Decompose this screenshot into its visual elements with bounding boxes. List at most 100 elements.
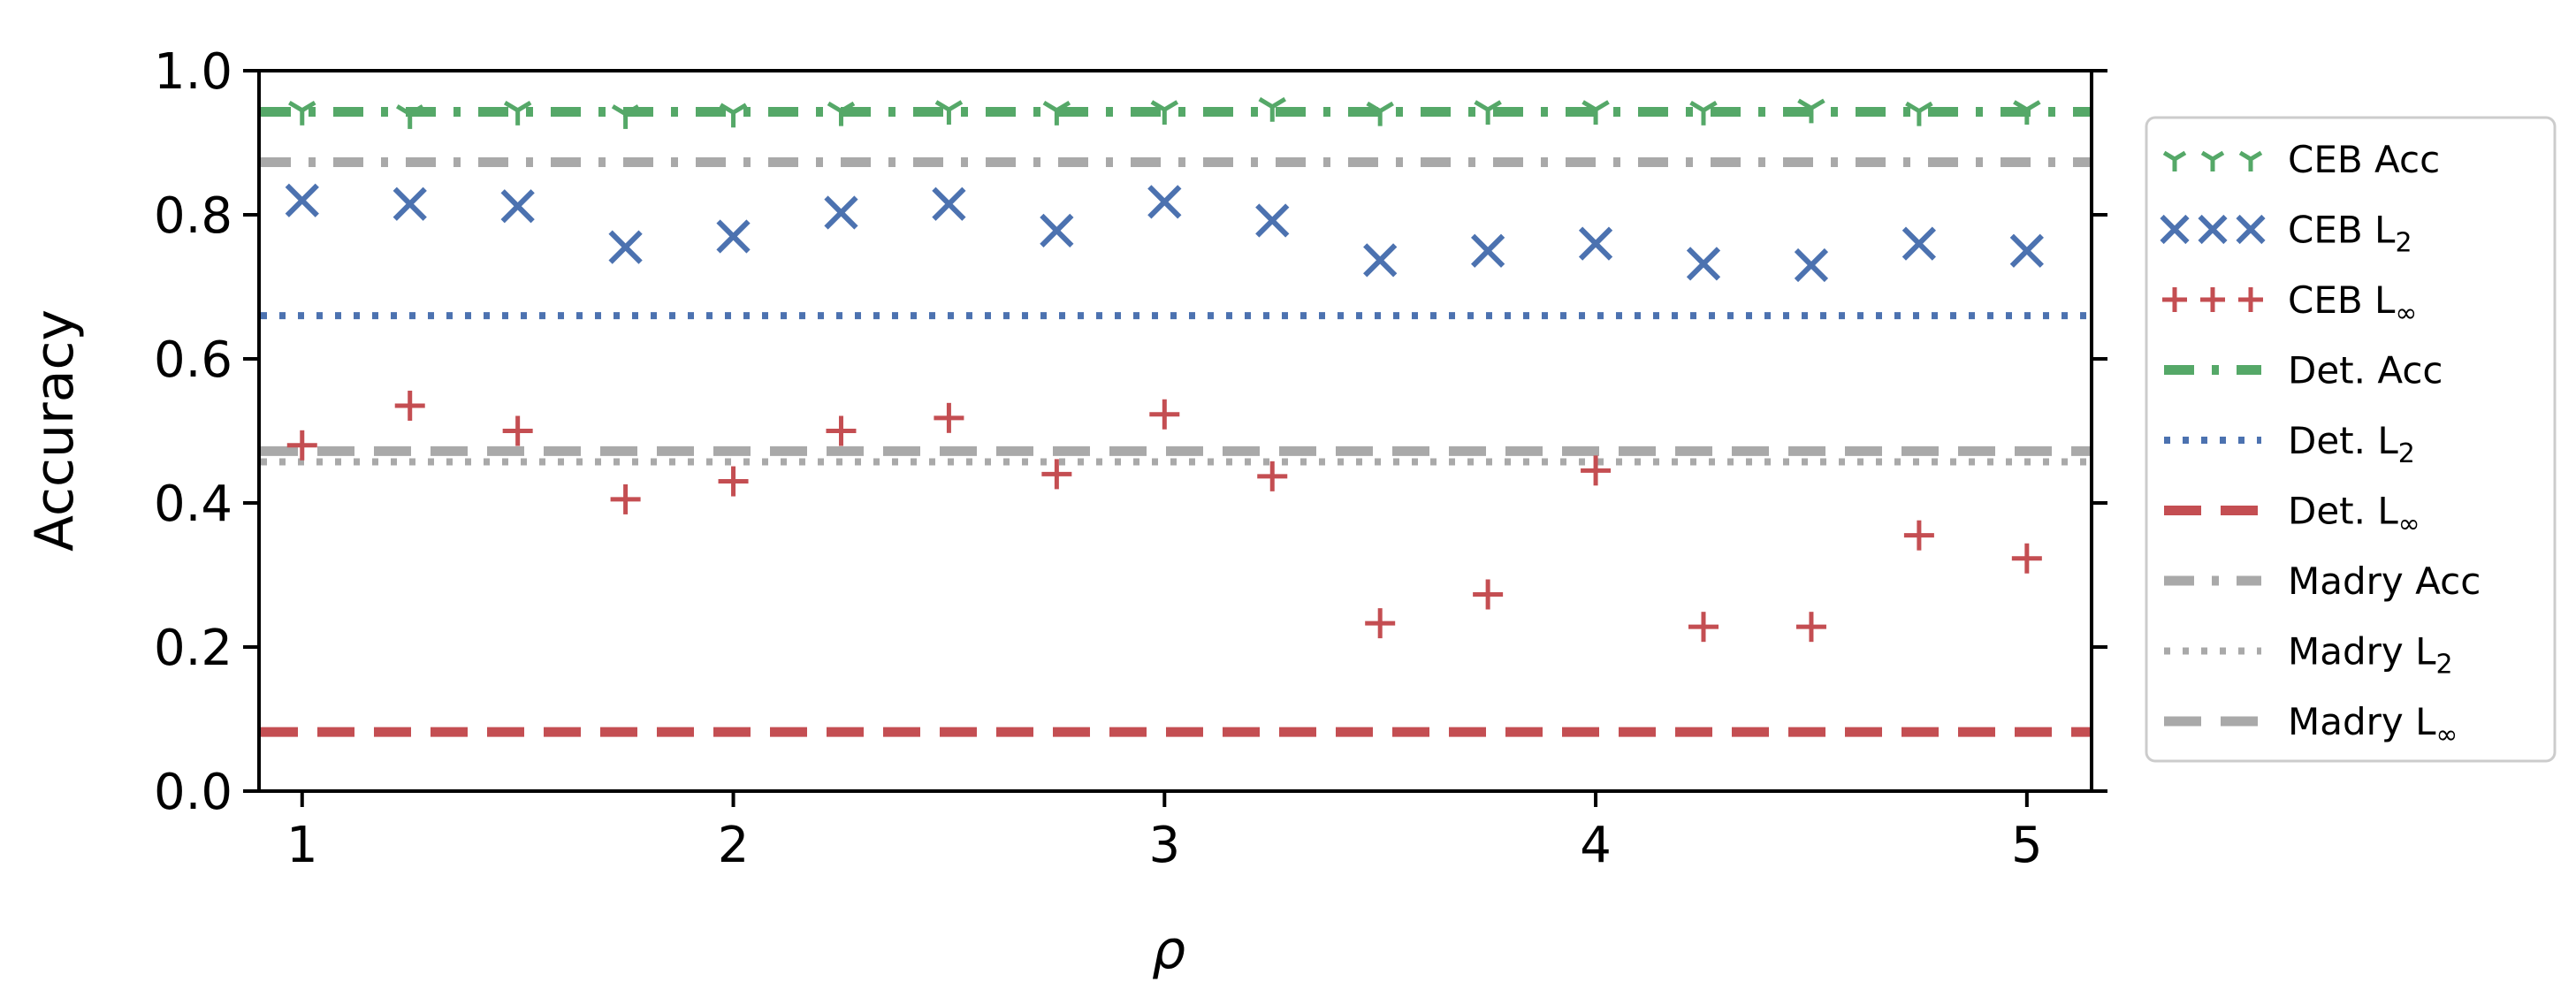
legend-item-ceb-acc-marker-0 [2162,150,2187,171]
points-ceb-l2-point-6-b [932,187,966,221]
points-ceb-l2-point-3 [608,230,643,264]
points-ceb-acc-point-8-arm-right [1163,100,1179,112]
points-ceb-l2-point-4-b [716,219,751,254]
y-axis-label: Accuracy [24,309,86,552]
points-ceb-l2-point-15-b [1902,226,1937,261]
points-ceb-acc-point-16-arm-right [2025,100,2041,112]
points-ceb-acc-point-0-arm-right [301,101,316,112]
points-ceb-l--point-0 [286,430,317,461]
plot-area: 0.0 0.2 0.4 0.6 0.8 1.0 1 2 3 4 5 [154,43,2107,874]
points-ceb-l2-point-3-b [608,230,643,264]
points-ceb-acc-point-11-arm-right [1486,100,1502,112]
points-ceb-acc-point-7-arm-left [1042,101,1058,112]
x-tick-label-3: 4 [1580,817,1612,874]
points-ceb-acc-point-2-arm-right [516,101,532,112]
points-ceb-l--point-3 [610,483,641,514]
points-ceb-l--point-8 [1149,399,1180,430]
points-ceb-acc-point-9-arm-left [1258,96,1274,109]
points-ceb-l2-point-2 [500,189,535,224]
points-ceb-acc-point-1 [395,104,424,129]
legend-item-ceb-acc-marker-0-arm-left [2162,150,2176,162]
points-ceb-acc-point-11 [1474,100,1502,126]
points-ceb-l2-point-12 [1578,226,1613,261]
legend-item-madry-l--label: Madry L∞ [2288,700,2458,750]
points-ceb-acc-point-5 [827,101,856,126]
points-ceb-l2-point-11 [1471,233,1505,268]
points-ceb-l2-point-16 [2009,233,2044,268]
points-ceb-acc-point-14 [1797,98,1825,124]
legend-item-ceb-acc-marker-0-arm-right [2173,150,2187,162]
points-ceb-acc-point-7-arm-right [1056,101,1071,112]
points-ceb-l2 [285,183,2044,283]
points-ceb-l--point-6 [934,402,964,433]
points-ceb-acc-point-13-arm-left [1689,101,1705,112]
points-ceb-acc-point-10-arm-right [1378,101,1394,113]
points-ceb-acc-point-10-arm-left [1366,101,1382,113]
legend-item-ceb-acc: CEB Acc [2162,138,2440,181]
points-ceb-l2-point-10 [1363,243,1398,278]
points-ceb-acc-point-13-arm-right [1702,101,1718,112]
legend-item-ceb-l2-marker-2-b [2236,214,2266,245]
points-ceb-l--point-2 [502,415,533,446]
legend-item-det-l2: Det. L2 [2164,419,2415,469]
points-ceb-acc-point-2 [503,101,532,126]
points-ceb-acc-point-0-arm-left [288,101,304,112]
points-ceb-l2-point-15 [1902,226,1937,261]
legend-item-ceb-l--marker-2 [2238,287,2263,312]
y-tick-label-0: 0.0 [154,764,232,821]
points-ceb-l2-point-4 [716,219,751,254]
points-ceb-acc-point-4-arm-left [719,103,735,115]
points-ceb-acc-point-9-arm-right [1270,96,1286,109]
legend-item-ceb-acc-marker-1 [2200,150,2225,171]
points-ceb-acc-point-16-arm-left [2013,100,2029,112]
legend-item-ceb-acc-label: CEB Acc [2288,138,2440,181]
points-ceb-acc-point-3-arm-right [624,104,640,117]
legend-item-ceb-l2-marker-2 [2236,214,2266,245]
points-ceb-l--point-14 [1795,612,1826,643]
x-tick-label-0: 1 [286,817,318,874]
series-layer [261,96,2090,737]
points-ceb-l--point-1 [394,390,425,421]
points-ceb-l2-point-10-b [1363,243,1398,278]
legend-item-ceb-acc-marker-1-arm-left [2200,150,2214,162]
points-ceb-acc-point-14-arm-left [1797,98,1813,110]
y-tick-label-1: 0.2 [154,620,232,677]
points-ceb-acc-point-16 [2013,100,2041,126]
points-ceb-acc [288,96,2041,129]
legend-item-madry-acc-label: Madry Acc [2288,560,2481,603]
points-ceb-l2-point-14 [1794,247,1829,283]
legend-item-ceb-acc-marker-2-arm-left [2238,150,2252,162]
x-tick-label-1: 2 [718,817,750,874]
legend-item-madry-acc: Madry Acc [2164,560,2481,603]
points-ceb-l2-point-5-b [824,195,858,230]
points-ceb-l- [286,390,2042,643]
legend-item-ceb-acc-marker-2 [2238,150,2263,171]
legend-item-madry-l-: Madry L∞ [2164,700,2458,750]
legend-item-ceb-l2-marker-1-b [2198,214,2228,245]
points-ceb-l2-point-7 [1040,213,1074,248]
points-ceb-acc-point-12-arm-left [1581,100,1597,112]
points-ceb-l2-point-0 [285,183,319,217]
points-ceb-acc-point-14-arm-right [1810,98,1825,110]
points-ceb-l--point-12 [1581,455,1612,486]
ticks-layer: 0.0 0.2 0.4 0.6 0.8 1.0 1 2 3 4 5 [154,43,2107,874]
legend-item-det-acc: Det. Acc [2164,349,2443,392]
points-ceb-acc-point-4 [719,103,748,128]
points-ceb-l2-point-8 [1147,185,1182,219]
points-ceb-l--point-7 [1041,459,1072,490]
x-axis-label: ρ [1152,919,1185,981]
points-ceb-acc-point-2-arm-left [503,101,519,112]
points-ceb-acc-point-3-arm-left [611,104,627,117]
points-ceb-l2-point-5 [824,195,858,230]
legend-item-ceb-acc-marker-2-arm-right [2249,150,2263,162]
legend-item-madry-l2-label: Madry L2 [2288,630,2453,681]
x-tick-label-2: 3 [1148,817,1180,874]
legend-item-ceb-l2-label: CEB L2 [2288,209,2412,259]
points-ceb-l2-point-13-b [1686,247,1721,281]
plot-frame [257,69,2093,793]
points-ceb-l--point-10 [1365,608,1396,639]
points-ceb-l2-point-11-b [1471,233,1505,268]
